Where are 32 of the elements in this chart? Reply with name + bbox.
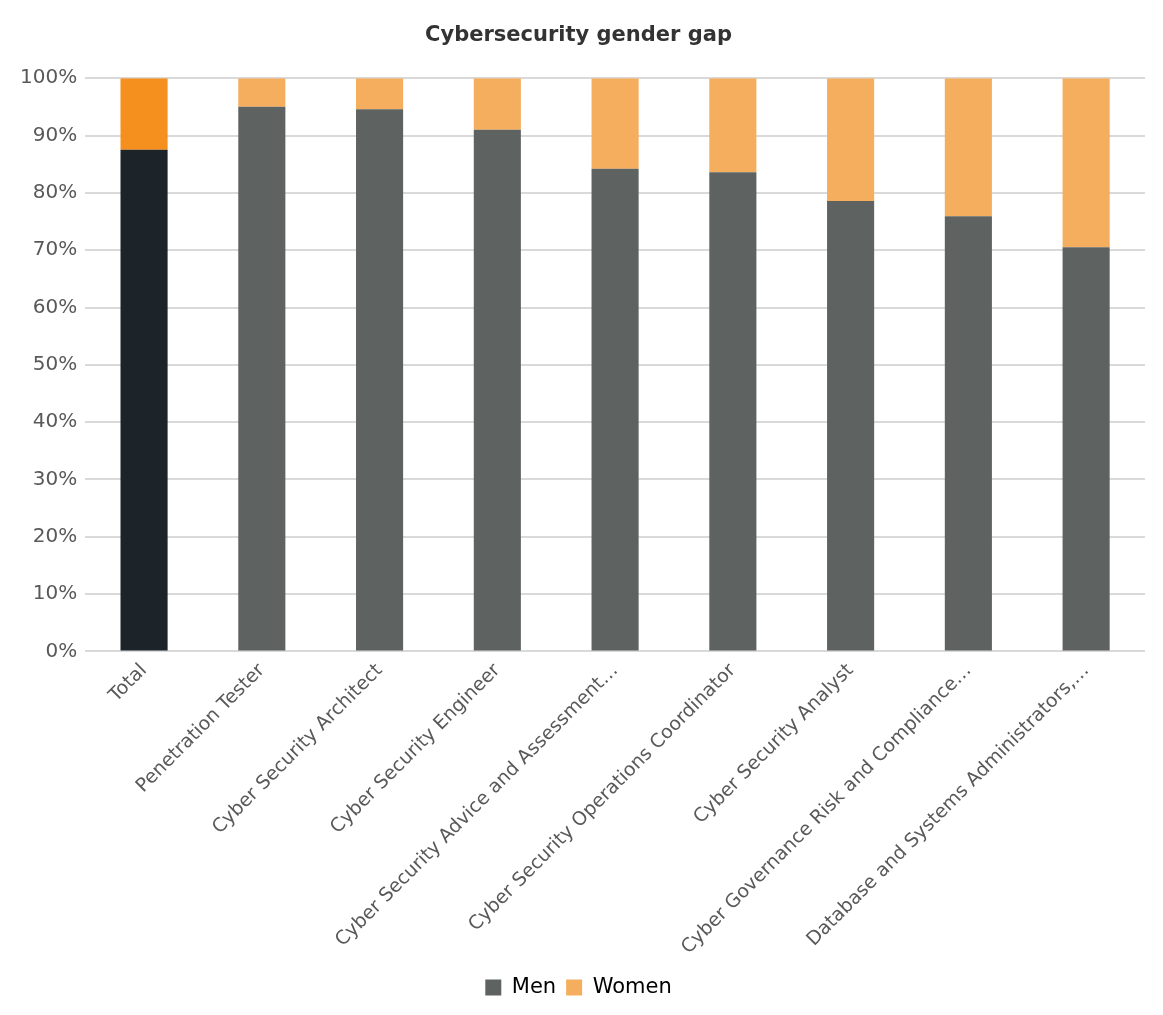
bar <box>591 168 639 651</box>
bar <box>827 78 875 201</box>
bar <box>1062 247 1110 651</box>
bar <box>944 216 992 651</box>
bar <box>356 109 404 651</box>
y-tick-label: 90% <box>32 121 78 146</box>
y-tick-label: 70% <box>32 236 78 261</box>
y-tick-label: 80% <box>32 179 78 204</box>
y-tick-label: 40% <box>32 408 78 433</box>
y-tick-label: 50% <box>32 351 78 376</box>
bar <box>944 78 992 217</box>
bar <box>356 78 404 110</box>
bar <box>709 172 757 651</box>
bar <box>120 78 168 150</box>
legend-label: Women <box>592 973 672 998</box>
y-tick-label: 60% <box>32 293 78 318</box>
y-tick-label: 100% <box>19 64 78 89</box>
bar <box>1062 78 1110 248</box>
y-tick-label: 20% <box>32 523 78 548</box>
bar <box>473 78 521 130</box>
y-tick-label: 10% <box>32 580 78 605</box>
chart-title: Cybersecurity gender gap <box>425 22 732 47</box>
bar <box>473 129 521 651</box>
bar <box>238 78 286 107</box>
bar <box>591 78 639 169</box>
bar <box>709 78 757 173</box>
y-tick-label: 0% <box>45 637 78 662</box>
legend-label: Men <box>511 973 557 998</box>
bar <box>238 106 286 651</box>
y-tick-label: 30% <box>32 465 78 490</box>
bar <box>827 200 875 651</box>
bar <box>120 149 168 651</box>
